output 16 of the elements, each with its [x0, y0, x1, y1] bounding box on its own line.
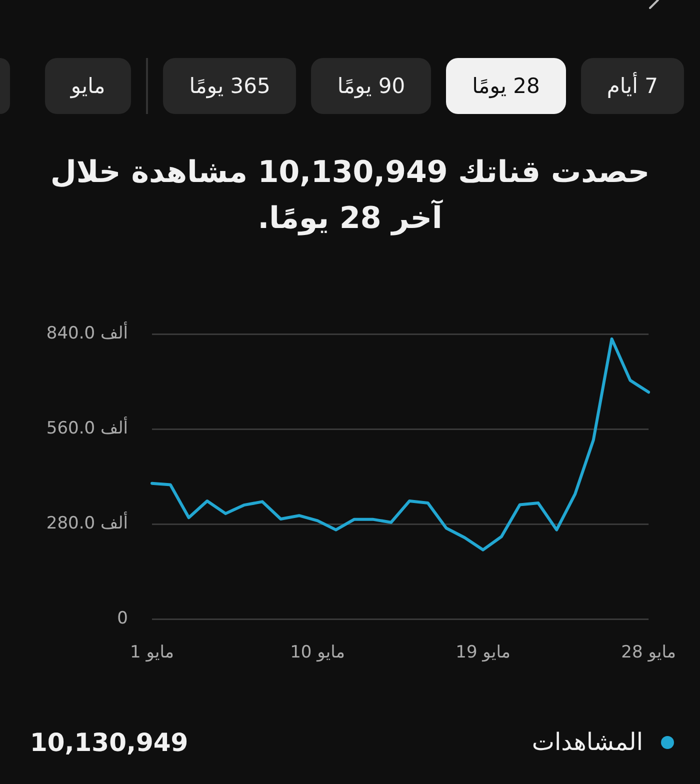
x-tick-label: 19 مايو — [456, 642, 510, 663]
y-tick-label: 280.0 ألف — [46, 511, 128, 534]
text: 7 أيام — [606, 74, 658, 98]
text: مايو — [70, 74, 106, 98]
chart-title: حصدت قناتك 10,130,949 مشاهدة خلال آخر 28 يومًا. — [49, 154, 651, 238]
text: 365 يومًا — [189, 74, 270, 98]
legend-label: المشاهدات — [532, 728, 643, 756]
y-tick-label: 0 — [117, 608, 128, 628]
text: 28 يومًا — [472, 74, 540, 98]
x-tick-label: 28 مايو — [621, 642, 676, 663]
y-tick-label: 560.0 ألف — [46, 416, 128, 439]
y-tick-label: 840.0 ألف — [46, 322, 128, 344]
x-tick-label: 1 مايو — [130, 642, 174, 663]
x-tick-label: 10 مايو — [290, 642, 345, 663]
text: 10,130,949 — [30, 728, 188, 757]
text: 90 يومًا — [337, 74, 406, 98]
